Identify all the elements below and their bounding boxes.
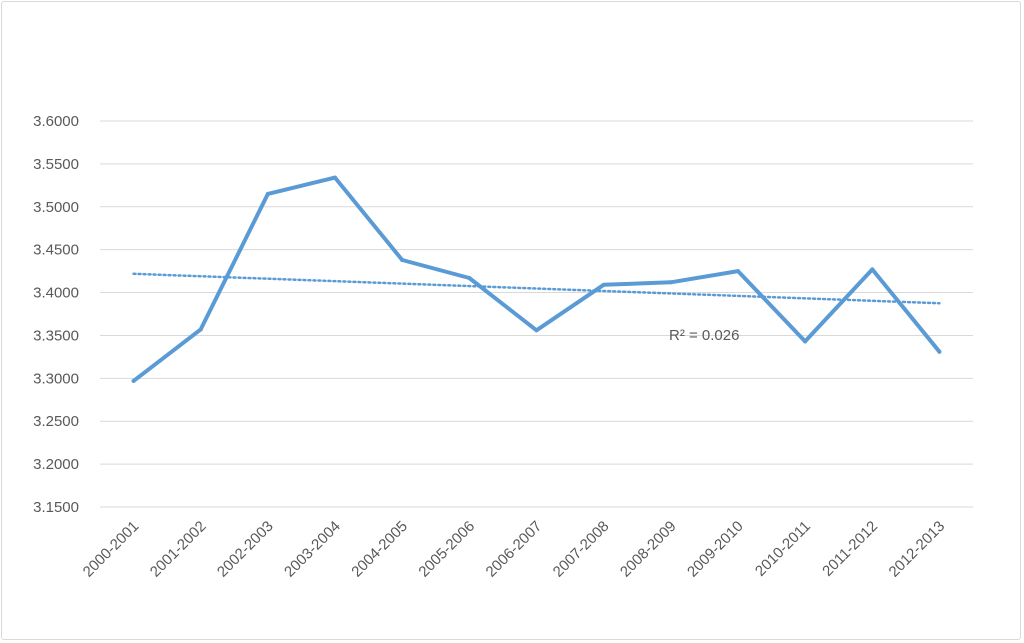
data-point xyxy=(668,280,673,285)
x-tick-label: 2009-2010 xyxy=(684,518,747,581)
data-point xyxy=(534,328,539,333)
y-tick-label: 3.5000 xyxy=(33,199,79,216)
data-point xyxy=(735,269,740,274)
y-tick-label: 3.3000 xyxy=(33,370,79,387)
y-tick-label: 3.3500 xyxy=(33,327,79,344)
data-point xyxy=(601,282,606,287)
x-tick-label: 2010-2011 xyxy=(752,518,814,580)
gridlines xyxy=(100,120,973,508)
trendline xyxy=(132,272,941,305)
y-tick-label: 3.4500 xyxy=(33,242,79,259)
y-axis-ticks: 3.1500 3.2000 3.2500 3.3000 3.3500 3.4000 3.45… xyxy=(33,113,79,516)
y-tick-label: 3.5500 xyxy=(33,156,79,173)
x-tick-label: 2005-2006 xyxy=(415,518,478,581)
x-tick-label: 2008-2009 xyxy=(617,518,680,581)
x-axis-ticks: 2000-2001 2001-2002 2002-2003 2003-2004 2004… xyxy=(80,518,949,581)
data-point xyxy=(131,378,136,383)
x-tick-label: 2006-2007 xyxy=(483,518,546,581)
y-tick-label: 3.2500 xyxy=(33,413,79,430)
data-point xyxy=(937,349,942,354)
data-point xyxy=(198,327,203,332)
data-point xyxy=(265,191,270,196)
y-tick-label: 3.6000 xyxy=(33,113,79,130)
y-tick-label: 3.1500 xyxy=(33,499,79,516)
x-tick-label: 2012-2013 xyxy=(886,518,949,581)
x-tick-label: 2011-2012 xyxy=(819,518,881,580)
x-tick-label: 2002-2003 xyxy=(214,518,277,581)
data-point xyxy=(333,175,338,180)
y-tick-label: 3.2000 xyxy=(33,456,79,473)
data-point xyxy=(400,257,405,262)
data-point xyxy=(870,267,875,272)
series-layer xyxy=(131,175,942,383)
data-point xyxy=(803,339,808,344)
r-squared-label: R² = 0.026 xyxy=(669,327,739,344)
y-tick-label: 3.4000 xyxy=(33,285,79,302)
x-tick-label: 2004-2005 xyxy=(348,518,411,581)
annotation-layer: R² = 0.026 xyxy=(669,327,739,344)
x-tick-label: 2007-2008 xyxy=(550,518,613,581)
x-tick-label: 2001-2002 xyxy=(147,518,210,581)
data-point xyxy=(467,275,472,280)
x-tick-label: 2003-2004 xyxy=(281,518,344,581)
x-tick-label: 2000-2001 xyxy=(80,518,143,581)
trendline-layer xyxy=(132,272,941,305)
